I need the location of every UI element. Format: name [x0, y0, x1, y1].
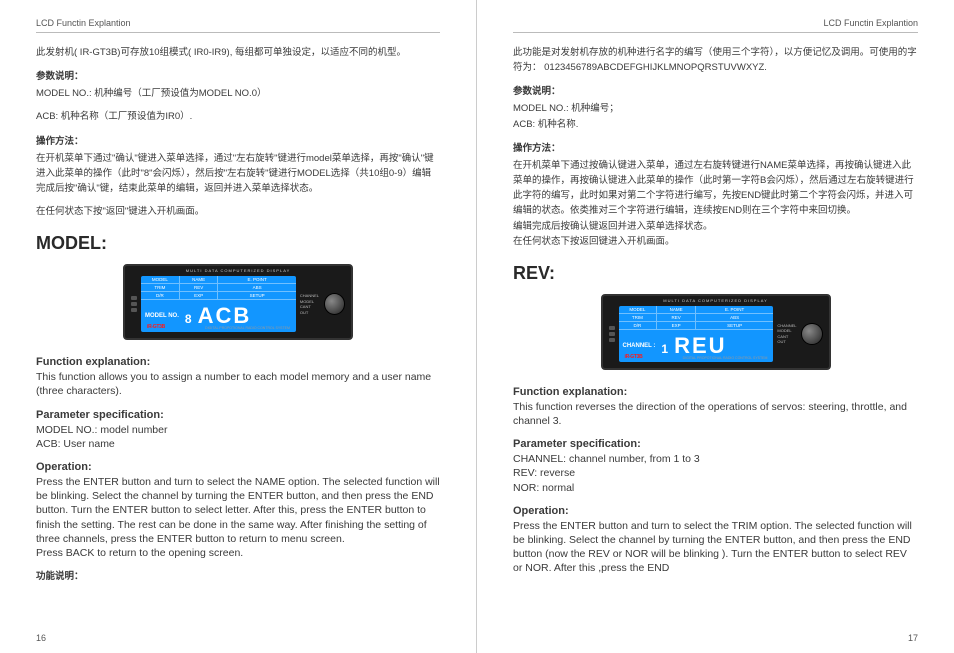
cn-param-line: MODEL NO.: 机种编号（工厂预设值为MODEL NO.0） [36, 86, 440, 101]
lcd-device: MULTI DATA COMPUTERIZED DISPLAY MODEL NA… [123, 264, 353, 340]
lcd-top-label: MULTI DATA COMPUTERIZED DISPLAY [125, 268, 351, 273]
en-param-line: MODEL NO.: model number [36, 423, 440, 437]
cn-op-hdr: 操作方法： [36, 133, 440, 147]
page-number: 17 [908, 633, 918, 643]
lcd-device: MULTI DATA COMPUTERIZED DISPLAY MODEL NA… [601, 294, 831, 370]
lcd-side-labels: CHANNEL MODEL CANT OUT [300, 293, 320, 315]
lcd-row: TRIM REV ABS [141, 284, 296, 292]
lcd-side-buttons [131, 296, 137, 312]
cn-param-line: ACB: 机种名称（工厂预设值为IR0）. [36, 109, 440, 124]
section-title-model: MODEL: [36, 233, 440, 254]
en-op-text: Press BACK to return to the opening scre… [36, 546, 440, 560]
cn-intro: 此功能是对发射机存放的机种进行名字的编写（使用三个字符），以方便记忆及调用。可使… [513, 45, 918, 75]
lcd-row: MODEL NAME E. POINT [141, 276, 296, 284]
lcd-label: MODEL NO. [145, 313, 179, 320]
lcd-label: CHANNEL : [623, 343, 656, 350]
page-number: 16 [36, 633, 46, 643]
en-param-hdr: Parameter specification: [513, 438, 918, 450]
cn-op-text: 在任何状态下按"返回"键进入开机画面。 [36, 204, 440, 219]
lcd-brand: iR-GT3B [147, 324, 165, 330]
en-op-hdr: Operation: [513, 505, 918, 517]
dial-icon [324, 293, 345, 315]
page-left: LCD Functin Explantion 此发射机( IR-GT3B)可存放… [0, 0, 477, 653]
doc-header: LCD Functin Explantion [513, 18, 918, 33]
en-param-line: NOR: normal [513, 481, 918, 495]
en-op-text: Press the ENTER button and turn to selec… [36, 475, 440, 546]
cn-param-line: ACB: 机种名称. [513, 117, 918, 132]
lcd-brand: iR-GT3B [625, 354, 643, 360]
cn-param-hdr: 参数说明： [513, 83, 918, 97]
cn-intro: 此发射机( IR-GT3B)可存放10组模式( IR0-IR9), 每组都可单独… [36, 45, 440, 60]
lcd-illustration-model: MULTI DATA COMPUTERIZED DISPLAY MODEL NA… [36, 264, 440, 340]
en-param-line: CHANNEL: channel number, from 1 to 3 [513, 452, 918, 466]
cn-op-text: 在开机菜单下通过按确认键进入菜单，通过左右旋转键进行NAME菜单选择，再按确认键… [513, 158, 918, 219]
section-title-rev: REV: [513, 263, 918, 284]
cn-fx-hdr: 功能说明： [36, 568, 440, 582]
lcd-row: MODEL NAME E. POINT [619, 306, 774, 314]
en-op-text: Press the ENTER button and turn to selec… [513, 519, 918, 576]
cn-param-hdr: 参数说明： [36, 68, 440, 82]
en-param-hdr: Parameter specification: [36, 409, 440, 421]
lcd-row: TRIM REV ABS [619, 314, 774, 322]
cn-op-text: 编辑完成后按确认键返回并进入菜单选择状态。 [513, 219, 918, 234]
en-op-hdr: Operation: [36, 461, 440, 473]
lcd-row: D/R EXP SETUP [141, 292, 296, 300]
cn-param-line: MODEL NO.: 机种编号； [513, 101, 918, 116]
en-fx-text: This function allows you to assign a num… [36, 370, 440, 398]
en-param-line: REV: reverse [513, 466, 918, 480]
lcd-row: D/R EXP SETUP [619, 322, 774, 330]
lcd-illustration-rev: MULTI DATA COMPUTERIZED DISPLAY MODEL NA… [513, 294, 918, 370]
lcd-screen: MODEL NAME E. POINT TRIM REV ABS D/R EXP… [141, 276, 296, 332]
page-right: LCD Functin Explantion 此功能是对发射机存放的机种进行名字… [477, 0, 954, 653]
en-param-line: ACB: User name [36, 437, 440, 451]
doc-header: LCD Functin Explantion [36, 18, 440, 33]
lcd-side-labels: CHANNEL MODEL CANT OUT [777, 323, 797, 345]
cn-op-text: 在任何状态下按返回键进入开机画面。 [513, 234, 918, 249]
cn-op-text: 在开机菜单下通过"确认"键进入菜单选择，通过"左右旋转"键进行model菜单选择… [36, 151, 440, 197]
lcd-top-label: MULTI DATA COMPUTERIZED DISPLAY [603, 298, 829, 303]
lcd-subtitle: DIGITAL PROPOTIONAL RADIO CONTROL SYSTEM [683, 356, 768, 360]
en-fx-text: This function reverses the direction of … [513, 400, 918, 428]
cn-op-hdr: 操作方法： [513, 140, 918, 154]
lcd-subtitle: DIGITAL PROPOTIONAL RADIO CONTROL SYSTEM [205, 326, 290, 330]
en-fx-hdr: Function explanation: [36, 356, 440, 368]
en-fx-hdr: Function explanation: [513, 386, 918, 398]
lcd-side-buttons [609, 326, 615, 342]
dial-icon [801, 323, 822, 345]
lcd-screen: MODEL NAME E. POINT TRIM REV ABS D/R EXP… [619, 306, 774, 362]
